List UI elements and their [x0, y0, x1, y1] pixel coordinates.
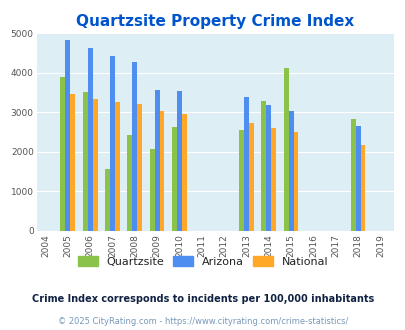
Bar [293, 132, 298, 231]
Bar [248, 123, 253, 231]
Text: © 2025 CityRating.com - https://www.cityrating.com/crime-statistics/: © 2025 CityRating.com - https://www.city… [58, 317, 347, 326]
Bar [87, 48, 92, 231]
Bar [65, 40, 70, 231]
Bar [132, 62, 137, 231]
Bar [137, 104, 142, 231]
Bar [127, 135, 132, 231]
Legend: Quartzsite, Arizona, National: Quartzsite, Arizona, National [77, 256, 328, 267]
Bar [350, 119, 355, 231]
Bar [172, 127, 177, 231]
Bar [105, 169, 110, 231]
Title: Quartzsite Property Crime Index: Quartzsite Property Crime Index [76, 14, 354, 29]
Bar [115, 102, 119, 231]
Bar [360, 145, 364, 231]
Bar [60, 77, 65, 231]
Bar [159, 111, 164, 231]
Bar [239, 130, 243, 231]
Bar [181, 114, 186, 231]
Bar [283, 68, 288, 231]
Bar [154, 90, 159, 231]
Bar [83, 92, 87, 231]
Bar [110, 56, 115, 231]
Bar [149, 149, 154, 231]
Bar [266, 105, 271, 231]
Bar [243, 97, 248, 231]
Bar [92, 99, 97, 231]
Bar [271, 128, 275, 231]
Text: Crime Index corresponds to incidents per 100,000 inhabitants: Crime Index corresponds to incidents per… [32, 294, 373, 304]
Bar [355, 126, 360, 231]
Bar [70, 94, 75, 231]
Bar [288, 111, 293, 231]
Bar [177, 91, 181, 231]
Bar [261, 101, 266, 231]
